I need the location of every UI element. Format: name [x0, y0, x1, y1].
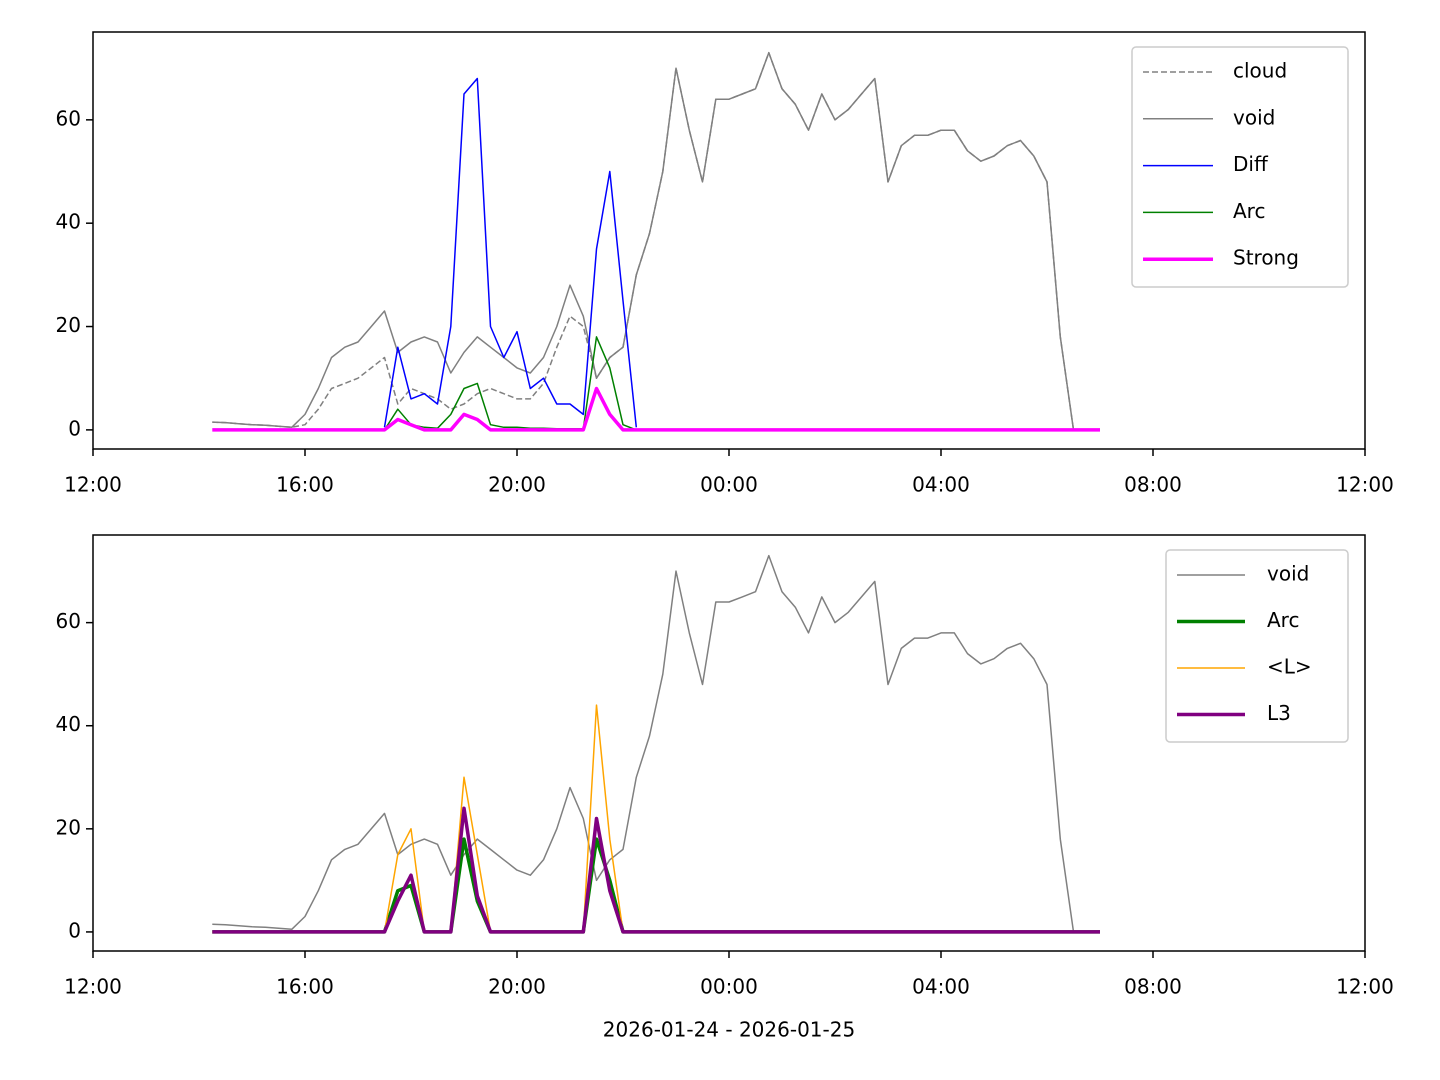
legend: void Arc <L> L3 — [1165, 549, 1349, 743]
y-tick-label: 40 — [56, 210, 81, 234]
data-line — [212, 386, 1100, 432]
x-tick-label: 08:00 — [1124, 975, 1182, 999]
data-line — [212, 806, 1100, 934]
y-tick-label: 60 — [56, 609, 81, 633]
legend-label: Arc — [1233, 199, 1265, 223]
legend: cloud void Diff Arc Strong — [1131, 46, 1349, 288]
legend-label: L3 — [1267, 701, 1291, 725]
legend-label: <L> — [1267, 655, 1312, 679]
x-tick-label: 20:00 — [488, 975, 546, 999]
legend-label: cloud — [1233, 59, 1287, 83]
data-line — [383, 336, 637, 431]
x-tick-label: 16:00 — [276, 473, 334, 497]
data-line — [212, 837, 1100, 934]
y-tick-label: 20 — [56, 313, 81, 337]
x-tick-label: 12:00 — [64, 975, 122, 999]
y-tick-label: 60 — [56, 106, 81, 130]
x-tick-label: 08:00 — [1124, 473, 1182, 497]
legend-frame — [1131, 46, 1349, 288]
y-tick-label: 0 — [68, 918, 81, 942]
data-line — [212, 704, 1100, 933]
x-tick-label: 12:00 — [1336, 975, 1394, 999]
legend-label: Arc — [1267, 608, 1299, 632]
legend-label: void — [1267, 562, 1309, 586]
y-tick-label: 0 — [68, 416, 81, 440]
data-line — [383, 77, 638, 428]
legend-label: void — [1233, 105, 1275, 129]
x-tick-label: 04:00 — [912, 975, 970, 999]
x-tick-label: 12:00 — [1336, 473, 1394, 497]
x-tick-label: 00:00 — [700, 975, 758, 999]
legend-label: Diff — [1233, 152, 1269, 176]
legend-label: Strong — [1233, 246, 1299, 270]
x-axis-label: 2026-01-24 - 2026-01-25 — [603, 1018, 855, 1042]
legend-frame — [1165, 549, 1349, 743]
x-tick-label: 16:00 — [276, 975, 334, 999]
x-tick-label: 00:00 — [700, 473, 758, 497]
x-tick-label: 04:00 — [912, 473, 970, 497]
data-line — [212, 554, 1075, 933]
x-tick-label: 12:00 — [64, 473, 122, 497]
y-tick-label: 40 — [56, 712, 81, 736]
data-line — [212, 51, 1075, 431]
x-tick-label: 20:00 — [488, 473, 546, 497]
data-line — [212, 51, 1075, 431]
y-tick-label: 20 — [56, 815, 81, 839]
